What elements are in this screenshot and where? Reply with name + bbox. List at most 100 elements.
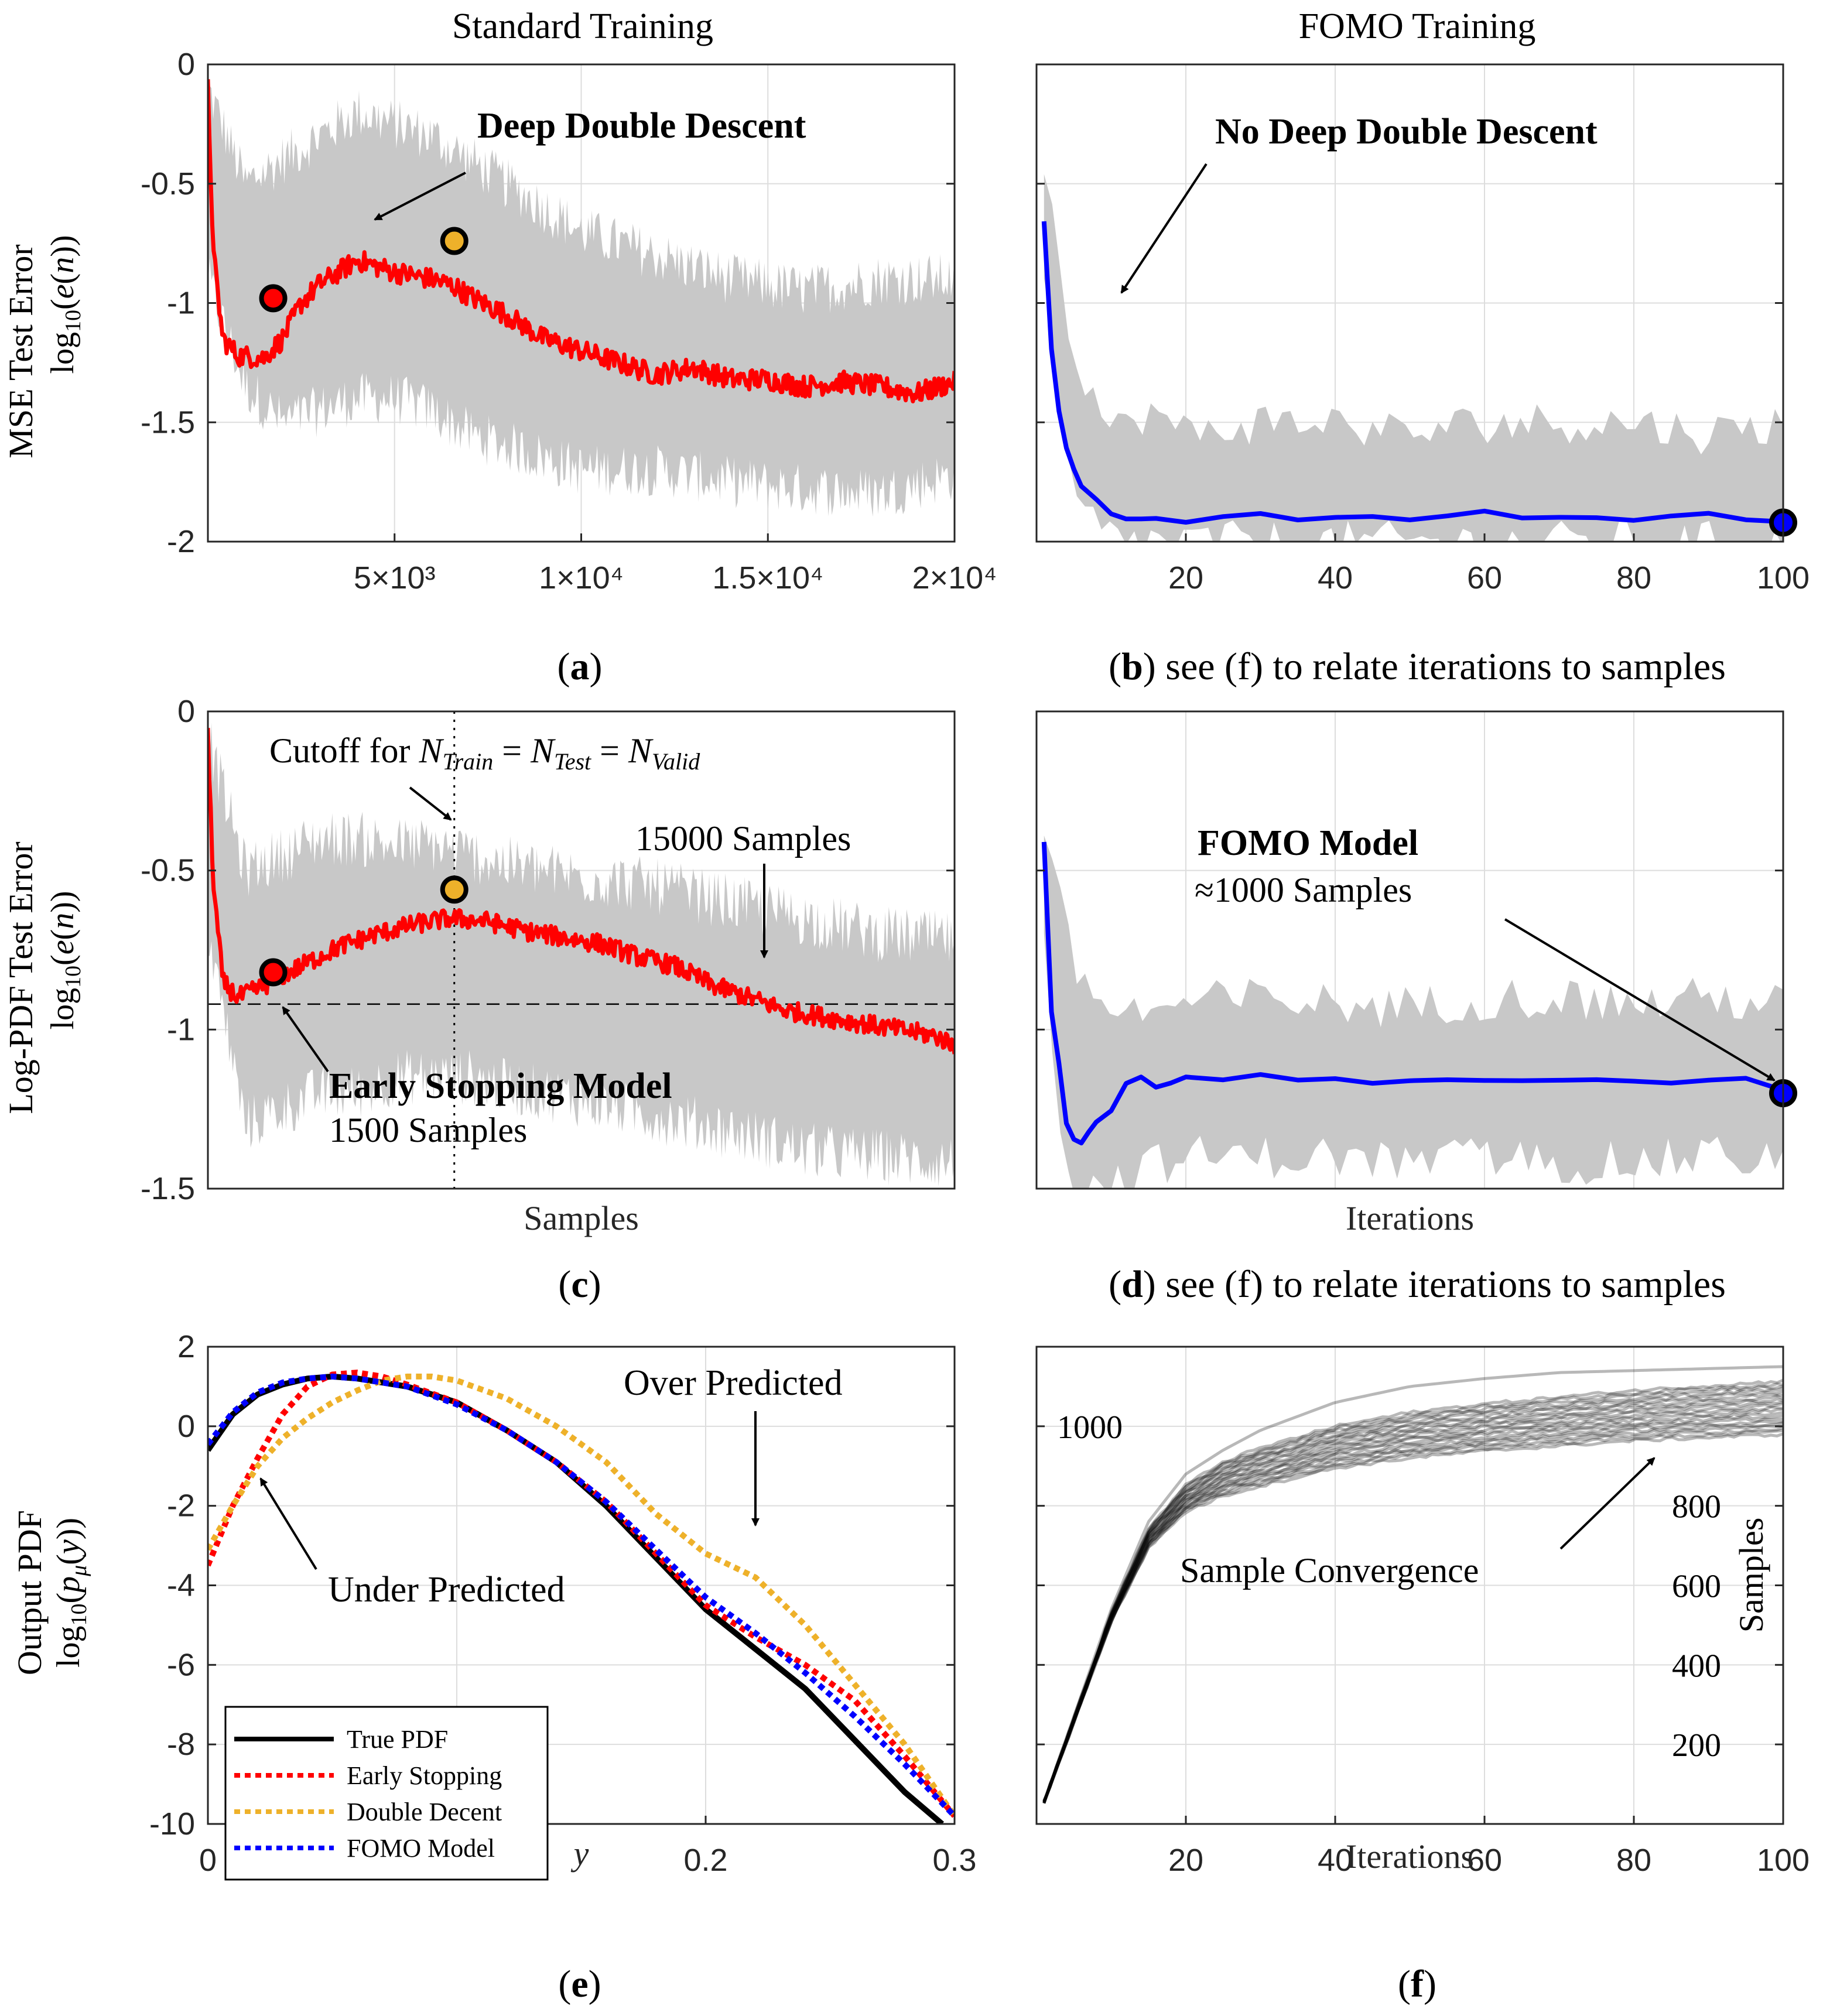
series-line-e-3	[208, 1373, 955, 1818]
marker-c-0	[259, 958, 288, 987]
caption-b-letter: b	[1121, 645, 1143, 688]
series-line-a-0	[208, 79, 955, 403]
sample-trajectory-6	[1042, 1417, 1783, 1804]
sample-trajectory-12	[1042, 1400, 1783, 1804]
xtick-label-b-3: 80	[1616, 560, 1651, 595]
legend-label-3: FOMO Model	[347, 1834, 495, 1863]
plot-content-b	[1041, 174, 1783, 542]
sample-trajectory-11	[1042, 1402, 1783, 1804]
legend-box	[224, 1706, 549, 1881]
ytick-label-c-0: 0	[177, 694, 195, 729]
arrow-deep-double-descent	[374, 172, 466, 221]
sample-trajectory-17	[1042, 1387, 1783, 1802]
confidence-band-b	[1044, 174, 1783, 542]
ytick-label-f-4: 1000	[1057, 1409, 1123, 1446]
ytick-label-f-0: 200	[1672, 1727, 1721, 1764]
xtick-label-e-0: 0	[199, 1843, 217, 1878]
panel-e-ylabel-line1: Output PDF	[11, 1510, 49, 1675]
annotation-sample-convergence: Sample Convergence	[1180, 1551, 1479, 1590]
ytick-label-f-2: 600	[1672, 1569, 1721, 1605]
annotation-1000-samples: ≈1000 Samples	[1195, 871, 1412, 909]
annotation-1500-samples: 1500 Samples	[329, 1111, 527, 1149]
caption-b: (b) see (f) to relate iterations to samp…	[1109, 645, 1726, 688]
ytick-label-a-4: -2	[167, 524, 195, 559]
caption-d: (d) see (f) to relate iterations to samp…	[1109, 1263, 1726, 1306]
panel-a-ylabel-line2: log10(e(n))	[45, 235, 85, 374]
plot-content-a	[208, 79, 955, 517]
series-line-b-0	[1041, 221, 1783, 525]
left-column-title: Standard Training	[452, 6, 713, 46]
panel-c-logpdf-standard: 0 -0.5 -1 -1.5 Samples	[141, 694, 956, 1237]
arrow-early-stopping	[282, 1006, 329, 1073]
axes-frame-c	[207, 710, 956, 1190]
panel-a-mse-standard: 0 -0.5 -1 -1.5 -2 5×10³ 1×10⁴ 1.5×10⁴ 2×10⁴	[141, 47, 997, 595]
xtick-label-f-3: 80	[1616, 1843, 1651, 1878]
series-line-d-0	[1041, 841, 1783, 1146]
sample-trajectory-8	[1042, 1411, 1783, 1803]
sample-trajectory-1	[1042, 1429, 1783, 1802]
series-line-e-1	[208, 1370, 955, 1818]
panel-b-mse-fomo: 20 40 60 80 100	[1035, 63, 1810, 595]
panel-e-ylabel-line2: log10(pμ(y))	[50, 1518, 91, 1668]
xlabel-c: Samples	[524, 1199, 639, 1237]
series-line-c-0	[208, 728, 955, 1055]
caption-f: (f)	[1398, 1963, 1436, 2005]
plot-content-c	[208, 711, 955, 1189]
right-column-title: FOMO Training	[1299, 6, 1536, 46]
sample-trajectory-13	[1042, 1397, 1783, 1802]
annotation-fomo-model: FOMO Model	[1198, 823, 1418, 863]
caption-d-rest: see (f) to relate iterations to samples	[1156, 1263, 1726, 1306]
xtick-label-a-0: 5×10³	[354, 560, 436, 595]
arrow-sample-convergence	[1559, 1457, 1656, 1550]
ytick-label-e-1: 0	[177, 1409, 195, 1444]
caption-c: (c)	[558, 1263, 601, 1306]
legend-label-0: True PDF	[347, 1725, 448, 1754]
sample-trajectory-19	[1042, 1382, 1783, 1804]
sample-trajectory-16	[1042, 1389, 1783, 1802]
caption-a-letter: a	[570, 645, 590, 688]
ytick-label-c-3: -1.5	[141, 1171, 195, 1206]
ytick-label-c-1: -0.5	[141, 853, 195, 888]
annotation-cutoff-text: Cutoff for	[269, 731, 411, 770]
panel-a-ylabel-line1: MSE Test Error	[2, 244, 40, 458]
marker-c-1	[440, 875, 468, 904]
xlabel-f: Iterations	[1346, 1837, 1474, 1875]
legend-label-1: Early Stopping	[347, 1761, 502, 1790]
caption-e: (e)	[558, 1963, 601, 2005]
xtick-label-e-2: 0.2	[683, 1843, 727, 1878]
xtick-label-e-3: 0.3	[932, 1843, 976, 1878]
marker-a-0	[259, 284, 288, 313]
caption-d-letter: d	[1121, 1263, 1143, 1306]
annotation-under-predicted: Under Predicted	[328, 1570, 565, 1610]
xlabel-e: y	[571, 1834, 589, 1873]
plot-content-f	[1042, 1365, 1783, 1804]
xtick-label-f-0: 20	[1168, 1843, 1203, 1878]
xtick-label-a-3: 2×10⁴	[912, 560, 997, 595]
arrow-no-deep-double-descent	[1120, 163, 1208, 294]
legend-e: True PDF Early Stopping Double Decent FOMO …	[224, 1706, 549, 1881]
sample-trajectory-7	[1042, 1414, 1783, 1802]
sample-trajectory-21	[1042, 1365, 1783, 1803]
sample-trajectory-5	[1042, 1419, 1783, 1803]
annotation-cutoff: Cutoff for NTrain = NTest = NValid	[269, 731, 700, 775]
ytick-label-f-3: 800	[1672, 1489, 1721, 1525]
ylabel-f-wrapper: Samples	[1732, 1518, 1770, 1633]
sample-trajectory-2	[1042, 1426, 1783, 1802]
ytick-label-a-1: -0.5	[141, 166, 195, 201]
confidence-band-d	[1044, 836, 1783, 1189]
ytick-label-e-2: -2	[167, 1488, 195, 1524]
ytick-label-a-2: -1	[167, 286, 195, 321]
caption-e-letter: e	[571, 1963, 588, 2005]
plot-content-d	[1041, 836, 1783, 1189]
sample-trajectory-14	[1042, 1394, 1783, 1804]
sample-trajectory-20	[1042, 1378, 1783, 1803]
confidence-band-a	[208, 80, 955, 517]
annotation-15000-samples: 15000 Samples	[635, 819, 851, 858]
ytick-label-a-0: 0	[177, 47, 195, 82]
ytick-label-e-3: -4	[167, 1568, 195, 1603]
panel-c-ylabel-line2: log10(e(n))	[45, 891, 85, 1029]
legend-label-2: Double Decent	[347, 1798, 502, 1826]
xtick-label-f-2: 60	[1467, 1843, 1502, 1878]
arrow-under-predicted	[259, 1477, 317, 1570]
